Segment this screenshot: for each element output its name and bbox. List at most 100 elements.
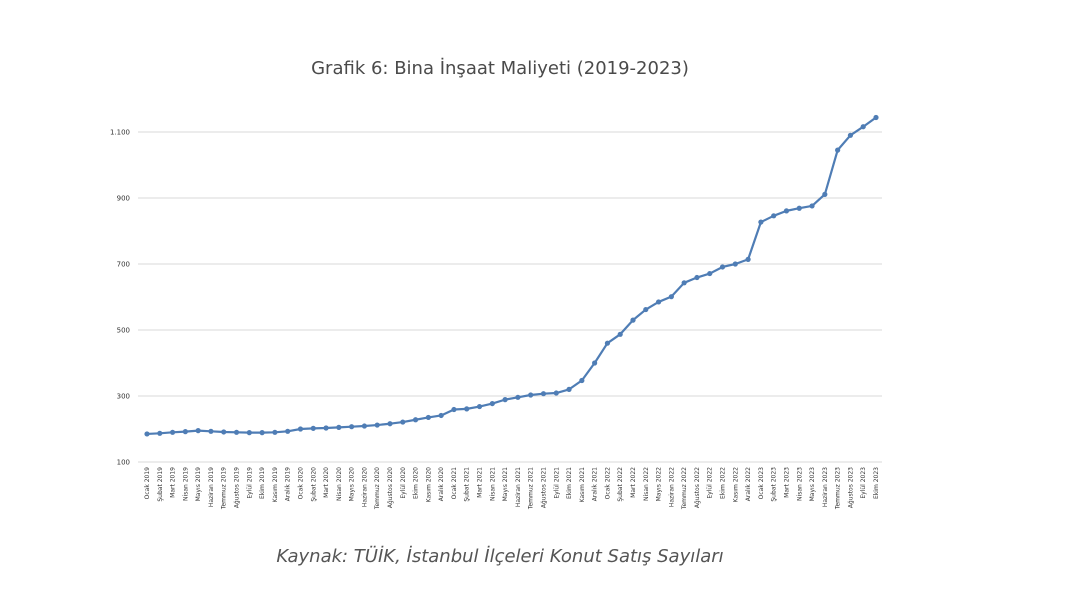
data-point — [771, 213, 777, 219]
data-point — [873, 114, 879, 121]
x-tick-label: Temmuz 2020 — [374, 467, 381, 510]
x-tick-label: Mart 2020 — [323, 467, 330, 498]
data-point — [515, 394, 521, 400]
x-tick-label: Eylül 2022 — [707, 467, 714, 499]
data-point — [758, 219, 764, 225]
data-point — [809, 203, 815, 209]
data-point — [195, 428, 201, 434]
x-tick-label: Şubat 2023 — [771, 467, 778, 502]
data-point — [668, 294, 674, 300]
data-point — [412, 417, 419, 423]
x-tick-label: Ekim 2019 — [259, 467, 266, 499]
x-tick-label: Ağustos 2023 — [847, 467, 854, 508]
x-tick-label: Ekim 2023 — [873, 467, 880, 499]
x-tick-label: Ocak 2020 — [297, 467, 304, 500]
x-tick-label: Mart 2019 — [170, 467, 177, 498]
data-point — [259, 430, 265, 436]
data-point — [336, 424, 342, 430]
x-tick-label: Temmuz 2021 — [528, 467, 535, 510]
data-point — [604, 340, 611, 346]
x-tick-label: Kasım 2019 — [272, 467, 279, 503]
data-point — [617, 331, 623, 337]
data-point — [528, 392, 534, 398]
data-point — [566, 386, 572, 392]
data-point — [707, 270, 713, 277]
x-tick-label: Nisan 2020 — [336, 467, 343, 501]
x-tick-label: Kasım 2021 — [579, 467, 586, 503]
x-tick-label: Kasım 2022 — [732, 467, 739, 503]
x-tick-label: Mayıs 2023 — [809, 467, 816, 502]
data-point — [374, 422, 380, 428]
data-point — [157, 430, 163, 436]
data-point — [796, 205, 802, 211]
data-point — [349, 424, 355, 430]
x-tick-label: Eylül 2023 — [860, 467, 867, 499]
data-point — [387, 421, 393, 427]
x-tick-label: Nisan 2019 — [182, 467, 189, 501]
series-line — [146, 116, 877, 436]
y-tick-label: 900 — [117, 195, 130, 203]
x-tick-label: Ocak 2023 — [758, 467, 765, 500]
series-layer — [144, 114, 879, 437]
data-point — [233, 429, 240, 435]
data-point — [323, 425, 329, 431]
x-tick-label: Ocak 2021 — [451, 467, 458, 500]
x-tick-label: Mayıs 2019 — [195, 467, 202, 502]
data-point — [425, 414, 431, 421]
x-tick-label: Ocak 2019 — [144, 467, 151, 500]
data-point — [285, 428, 291, 434]
x-tick-label: Aralık 2022 — [745, 467, 752, 501]
x-tick-label: Kasım 2020 — [425, 467, 432, 503]
chart-source-note: Kaynak: TÜİK, İstanbul İlçeleri Konut Sa… — [276, 546, 724, 567]
x-tick-label: Mart 2022 — [630, 467, 637, 498]
x-tick-label: Temmuz 2022 — [681, 467, 688, 510]
x-tick-label: Mayıs 2022 — [656, 467, 663, 502]
data-point — [144, 431, 150, 437]
data-point — [630, 317, 636, 323]
data-point — [182, 429, 188, 435]
data-point — [221, 429, 227, 435]
data-point — [310, 425, 316, 431]
data-point — [847, 132, 854, 138]
data-point — [835, 147, 841, 153]
x-tick-label: Şubat 2022 — [617, 467, 624, 502]
data-point — [860, 124, 866, 130]
x-tick-label: Eylül 2021 — [553, 467, 560, 499]
x-tick-label: Mayıs 2021 — [502, 467, 509, 502]
x-tick-label: Ağustos 2022 — [694, 467, 701, 508]
x-tick-label: Mart 2023 — [783, 467, 790, 498]
data-point — [451, 406, 457, 413]
x-tick-label: Ocak 2022 — [604, 467, 611, 500]
data-point — [655, 299, 662, 305]
data-point — [643, 306, 649, 313]
x-tick-label: Ağustos 2019 — [234, 467, 241, 508]
x-tick-label: Mayıs 2020 — [349, 467, 356, 502]
x-tick-label: Temmuz 2023 — [835, 467, 842, 510]
x-tick-label: Mart 2021 — [477, 467, 484, 498]
data-point — [694, 274, 700, 281]
x-tick-label: Ekim 2021 — [566, 467, 573, 499]
x-tick-label: Haziran 2021 — [515, 467, 522, 507]
data-point — [783, 208, 790, 214]
x-tick-label: Haziran 2019 — [208, 467, 215, 507]
y-tick-label: 700 — [117, 261, 130, 269]
y-tick-label: 300 — [117, 393, 130, 401]
y-tick-label: 1.100 — [110, 129, 130, 137]
data-point — [464, 406, 470, 412]
x-tick-label: Ekim 2022 — [720, 467, 727, 499]
x-tick-label: Haziran 2023 — [822, 467, 829, 507]
data-point — [476, 403, 483, 410]
x-tick-label: Şubat 2019 — [157, 467, 164, 502]
data-point — [169, 429, 176, 435]
x-tick-label: Şubat 2021 — [464, 467, 471, 502]
x-tick-label: Ağustos 2021 — [540, 467, 547, 508]
x-axis-ticks: Ocak 2019 Şubat 2019 Mart 2019 Nisan 2019 Ma… — [144, 467, 880, 510]
x-tick-label: Ağustos 2020 — [387, 467, 394, 508]
x-tick-label: Temmuz 2019 — [221, 467, 228, 510]
x-tick-label: Haziran 2020 — [361, 467, 368, 507]
data-point — [732, 261, 738, 267]
y-tick-label: 100 — [117, 459, 130, 467]
x-tick-label: Nisan 2022 — [643, 467, 650, 501]
x-tick-label: Aralık 2021 — [592, 467, 599, 501]
x-tick-label: Şubat 2020 — [310, 467, 317, 502]
